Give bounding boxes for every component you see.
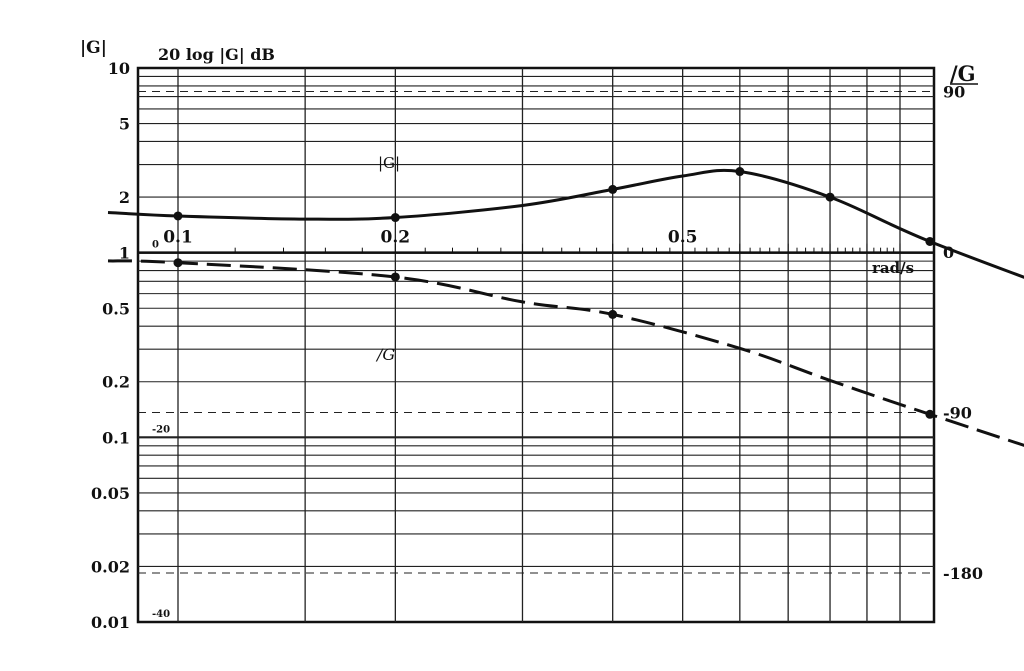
magnitude-tick-label: 0.1 — [102, 428, 130, 447]
magnitude-curve — [107, 168, 1024, 279]
magnitude-tick-label: 2 — [119, 188, 130, 207]
magnitude-curve-label: |G| — [378, 154, 400, 172]
db-tick-label: -20 — [152, 424, 170, 435]
magnitude-tick-label: 10 — [108, 59, 130, 78]
frequency-tick-label: 0.5 — [668, 228, 698, 248]
magnitude-curve-point — [390, 213, 400, 223]
magnitude-tick-label: 1 — [119, 244, 130, 263]
phase-curve-point — [173, 258, 183, 268]
phase-curve-point — [925, 409, 935, 419]
frequency-tick-label: 0.1 — [163, 228, 193, 248]
db-axis-label: 20 log |G| dB — [158, 45, 275, 64]
magnitude-tick-label: 0.01 — [91, 613, 130, 632]
magnitude-tick-label: 0.5 — [102, 299, 130, 318]
magnitude-axis-label: |G| — [80, 38, 107, 58]
grid — [138, 68, 934, 622]
frequency-tick-label: 0.2 — [381, 228, 411, 248]
magnitude-tick-label: 0.2 — [102, 373, 130, 392]
magnitude-tick-label: 0.05 — [91, 484, 130, 503]
plot-frame — [136, 66, 936, 624]
x-unit-label: rad/s — [872, 259, 914, 277]
phase-tick-label: -90 — [943, 404, 972, 423]
magnitude-curve-point — [173, 211, 183, 221]
db-tick-label: -40 — [152, 609, 170, 620]
magnitude-curve-point — [608, 184, 618, 194]
phase-tick-label: -180 — [943, 564, 983, 583]
phase-curve — [107, 259, 1024, 447]
db-tick-label: 0 — [152, 240, 159, 251]
phase-tick-label: 0 — [943, 243, 954, 262]
phase-tick-label: 90 — [943, 83, 965, 102]
tick-labels: 10 5 2 1 0.5 0.2 0.1 0.05 0.02 0.01 0 -20 -40 90 0 -90 -… — [91, 59, 983, 632]
magnitude-curve-point — [735, 167, 745, 177]
phase-curve-point — [390, 272, 400, 282]
phase-curve-point — [608, 309, 618, 319]
magnitude-tick-label: 5 — [119, 115, 130, 134]
phase-curve-label: /G — [375, 345, 395, 364]
phase-axis-label: /G — [950, 61, 976, 86]
magnitude-curve-point — [825, 192, 835, 202]
magnitude-curve-point — [925, 236, 935, 246]
magnitude-tick-label: 0.02 — [91, 557, 130, 576]
series-layer — [107, 167, 1024, 447]
